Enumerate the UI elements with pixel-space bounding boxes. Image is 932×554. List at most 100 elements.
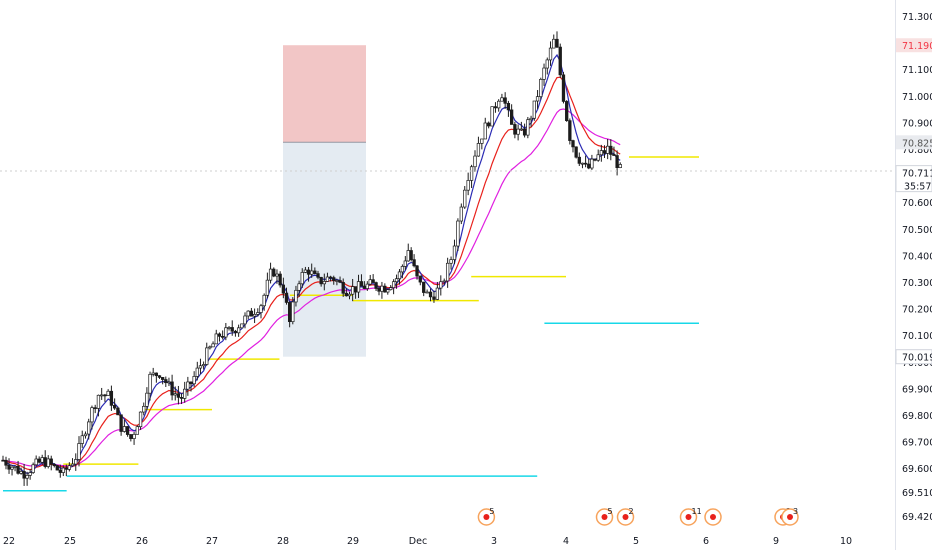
candle[interactable] (344, 288, 348, 297)
candle[interactable] (67, 462, 71, 472)
candle[interactable] (432, 290, 436, 303)
candle[interactable] (428, 288, 433, 302)
candle[interactable] (284, 287, 289, 305)
candle[interactable] (90, 405, 94, 430)
candle[interactable] (16, 460, 20, 475)
candle[interactable] (96, 394, 101, 417)
candle[interactable] (383, 283, 387, 293)
candle[interactable] (574, 146, 578, 159)
candle[interactable] (217, 332, 222, 342)
candle[interactable] (587, 158, 591, 170)
candle[interactable] (422, 281, 426, 297)
candle[interactable] (415, 265, 419, 280)
candle[interactable] (425, 289, 429, 294)
candle[interactable] (516, 124, 520, 141)
candle[interactable] (19, 467, 23, 475)
candle[interactable] (272, 267, 276, 278)
candle[interactable] (122, 419, 127, 433)
candle[interactable] (552, 34, 556, 49)
candle[interactable] (37, 456, 41, 464)
candle[interactable] (605, 138, 610, 160)
candle[interactable] (192, 371, 196, 387)
candle[interactable] (22, 463, 26, 486)
candle[interactable] (412, 254, 416, 268)
candle[interactable] (77, 436, 81, 467)
candle[interactable] (167, 377, 171, 387)
candle[interactable] (116, 406, 120, 416)
candle[interactable] (201, 361, 206, 370)
candle[interactable] (10, 464, 14, 476)
candle[interactable] (526, 116, 530, 139)
stop-zone[interactable] (283, 142, 366, 357)
candle[interactable] (503, 92, 507, 109)
candle[interactable] (40, 454, 44, 466)
candle[interactable] (208, 345, 212, 350)
candle[interactable] (596, 149, 600, 162)
candle[interactable] (325, 272, 330, 282)
candle[interactable] (129, 434, 133, 442)
candle[interactable] (221, 330, 225, 340)
candle[interactable] (599, 144, 603, 162)
candle[interactable] (490, 106, 494, 127)
candle[interactable] (195, 361, 199, 381)
candle[interactable] (539, 77, 543, 100)
candle[interactable] (135, 425, 139, 435)
candle[interactable] (397, 269, 402, 285)
candle[interactable] (31, 462, 35, 474)
candle[interactable] (170, 374, 174, 401)
candle[interactable] (365, 281, 369, 291)
candle[interactable] (61, 465, 65, 477)
candle[interactable] (161, 377, 165, 385)
candle[interactable] (83, 431, 88, 439)
candle[interactable] (74, 453, 78, 471)
candle[interactable] (519, 121, 524, 131)
candle[interactable] (1, 455, 5, 462)
candle[interactable] (545, 57, 549, 75)
candle[interactable] (154, 372, 159, 383)
candle[interactable] (374, 281, 378, 291)
candle[interactable] (473, 150, 477, 172)
candle[interactable] (176, 385, 181, 405)
event-marker[interactable]: 3 (781, 507, 799, 526)
candle[interactable] (28, 469, 32, 480)
candle[interactable] (590, 154, 594, 170)
candle[interactable] (186, 376, 190, 396)
candle[interactable] (125, 426, 130, 437)
candle[interactable] (233, 329, 238, 337)
candle[interactable] (303, 266, 308, 274)
candle[interactable] (480, 138, 484, 150)
candle[interactable] (173, 386, 177, 401)
candle[interactable] (394, 274, 399, 289)
candle[interactable] (281, 277, 285, 299)
candle[interactable] (291, 297, 295, 325)
candle[interactable] (439, 275, 443, 296)
candle[interactable] (243, 312, 247, 329)
candle[interactable] (580, 162, 585, 169)
candle[interactable] (205, 342, 209, 366)
candle[interactable] (262, 293, 266, 311)
candle[interactable] (493, 102, 498, 113)
candle[interactable] (43, 450, 47, 469)
target-zone[interactable] (283, 45, 366, 143)
candle[interactable] (52, 463, 56, 468)
candle[interactable] (583, 155, 588, 168)
candle[interactable] (132, 431, 136, 445)
candle[interactable] (529, 115, 533, 128)
candle[interactable] (476, 136, 481, 157)
candle[interactable] (442, 278, 446, 285)
candle[interactable] (142, 402, 146, 416)
candle[interactable] (249, 307, 254, 317)
candle[interactable] (509, 104, 514, 125)
candle[interactable] (64, 464, 68, 477)
candle[interactable] (49, 455, 53, 471)
candle[interactable] (347, 291, 352, 300)
candle[interactable] (145, 387, 149, 410)
event-marker[interactable]: 5 (477, 507, 496, 526)
candle[interactable] (138, 411, 143, 430)
candle[interactable] (389, 285, 393, 291)
candle[interactable] (609, 139, 613, 161)
candle[interactable] (469, 164, 474, 189)
candle[interactable] (487, 121, 491, 129)
candle[interactable] (106, 389, 110, 396)
candle[interactable] (151, 367, 155, 377)
